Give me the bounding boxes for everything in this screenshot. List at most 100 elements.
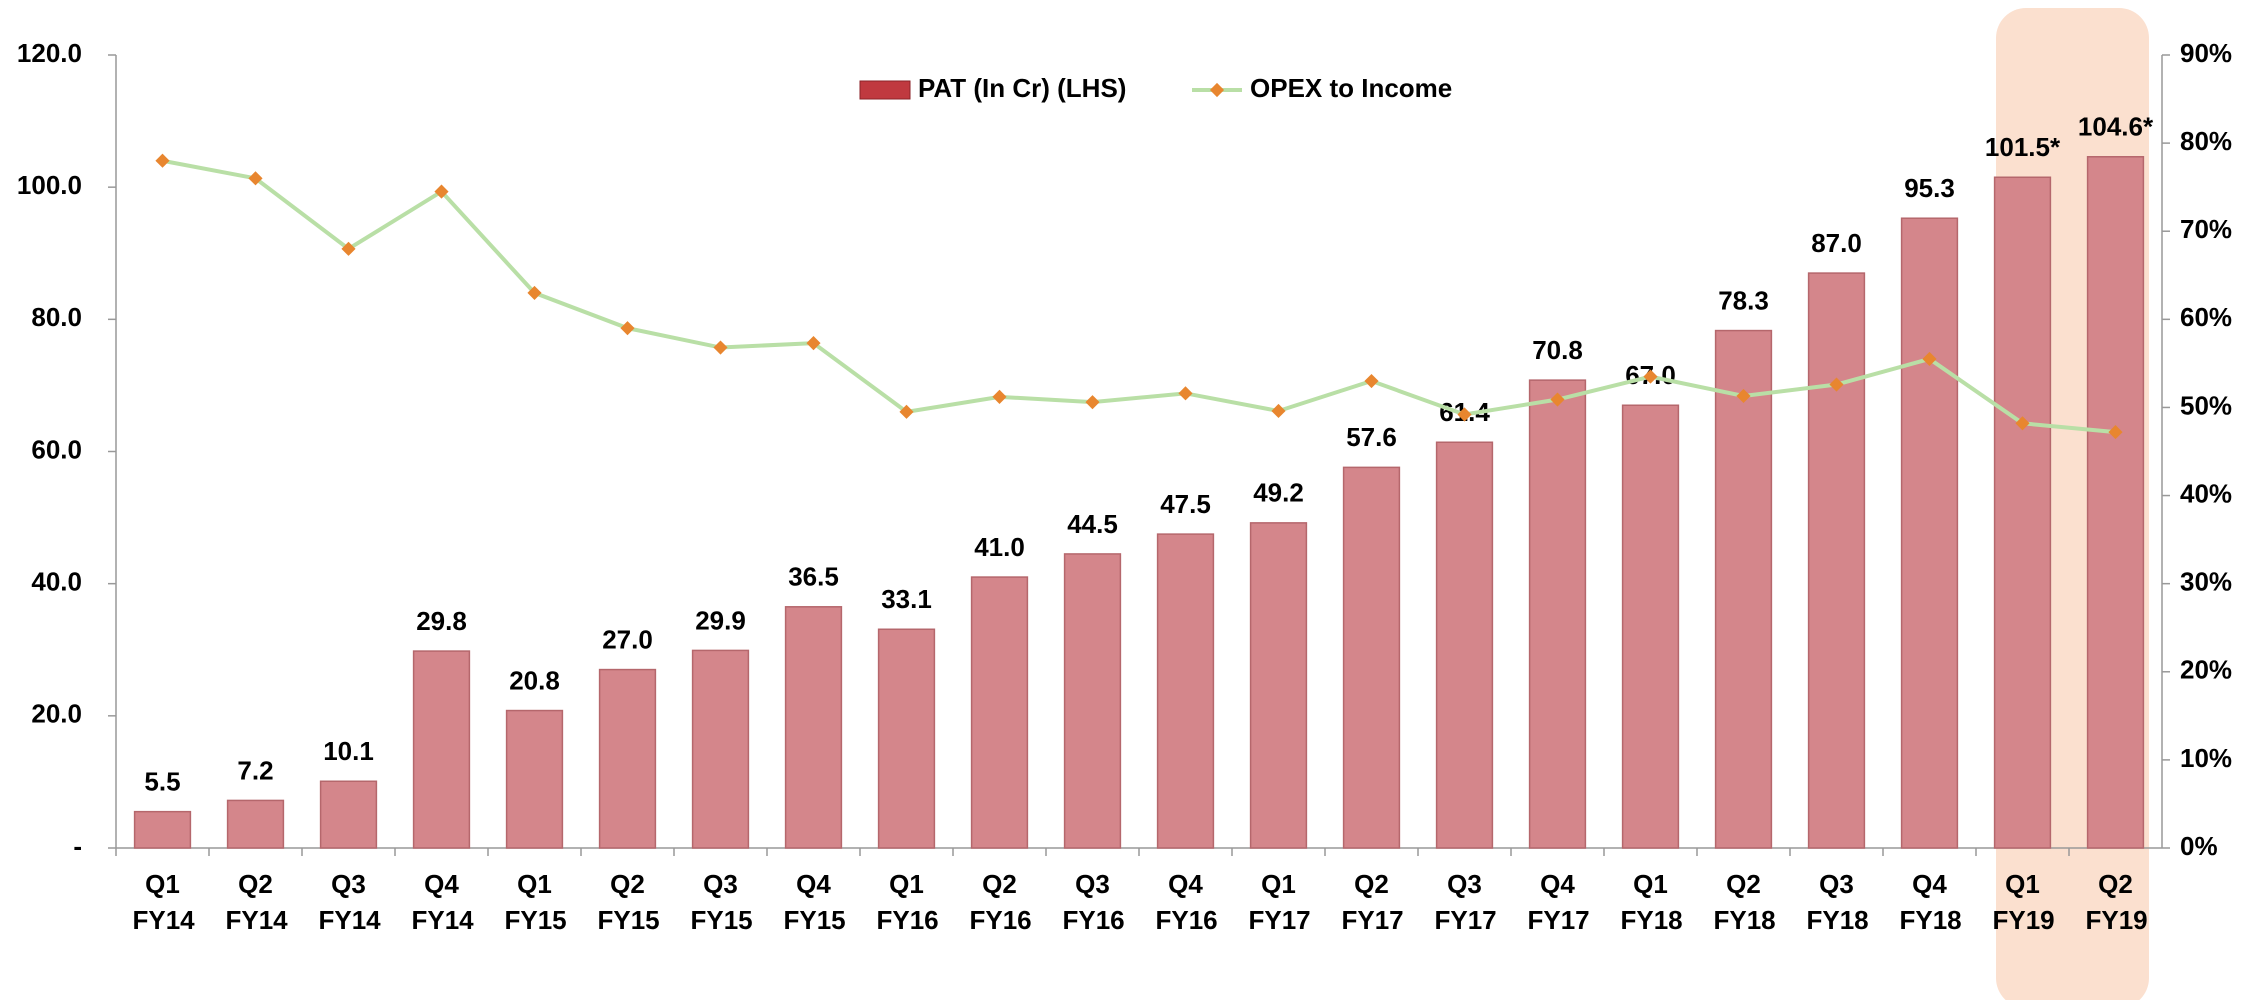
marker <box>899 404 914 419</box>
x-tick-label: Q3 FY14 <box>318 869 381 935</box>
data-label: 5.5 <box>144 767 180 797</box>
x-tick-label: Q3 FY18 <box>1806 869 1869 935</box>
bar <box>2086 156 2145 849</box>
y2-tick-label: 90% <box>2180 38 2232 68</box>
legend-marker <box>1209 82 1225 98</box>
bar <box>1807 272 1866 849</box>
x-tick-label: Q1 FY19 <box>1992 869 2055 935</box>
legend-swatch <box>859 80 911 100</box>
x-tick-label: Q2 FY17 <box>1341 869 1404 935</box>
bar <box>319 780 378 849</box>
bar <box>226 799 285 849</box>
data-label: 57.6 <box>1346 422 1397 452</box>
data-label: 104.6* <box>2078 112 2154 142</box>
marker <box>434 184 449 199</box>
bar <box>1435 441 1494 849</box>
bar <box>412 650 471 849</box>
data-label: 29.8 <box>416 606 467 636</box>
legend-label: PAT (In Cr) (LHS) <box>918 73 1126 103</box>
bar <box>784 606 843 849</box>
bar <box>133 810 192 849</box>
marker <box>1364 373 1379 389</box>
marker <box>1643 369 1658 384</box>
x-tick-label: Q1 FY14 <box>132 869 195 935</box>
marker <box>1829 377 1844 392</box>
marker <box>1085 395 1100 410</box>
y-tick-label: 40.0 <box>31 567 82 597</box>
marker <box>1271 403 1286 419</box>
data-label: 29.9 <box>695 605 746 635</box>
x-tick-label: Q3 FY15 <box>690 869 753 935</box>
y2-tick-label: 70% <box>2180 214 2232 244</box>
bar <box>1621 404 1680 849</box>
marker <box>713 340 728 355</box>
data-label: 49.2 <box>1253 478 1304 508</box>
bar <box>1249 522 1308 849</box>
bar <box>877 628 936 849</box>
y2-tick-label: 50% <box>2180 390 2232 420</box>
y2-tick-label: 0% <box>2180 831 2218 861</box>
x-tick-label: Q2 FY14 <box>225 869 288 935</box>
y2-tick-label: 30% <box>2180 567 2232 597</box>
bar <box>1714 329 1773 849</box>
marker <box>806 336 821 351</box>
bar <box>1342 466 1401 849</box>
x-tick-label: Q4 FY17 <box>1527 869 1590 935</box>
data-label: 7.2 <box>237 755 273 785</box>
x-tick-label: Q2 FY19 <box>2085 869 2148 935</box>
data-label: 10.1 <box>323 736 374 766</box>
marker <box>341 241 356 256</box>
x-tick-label: Q3 FY17 <box>1434 869 1497 935</box>
data-label: 44.5 <box>1067 509 1118 539</box>
data-label: 47.5 <box>1160 489 1211 519</box>
bar <box>505 709 564 849</box>
y2-tick-label: 20% <box>2180 655 2232 685</box>
y2-tick-label: 60% <box>2180 302 2232 332</box>
data-label: 27.0 <box>602 624 653 654</box>
bar <box>1063 553 1122 849</box>
data-label: 87.0 <box>1811 228 1862 258</box>
x-tick-label: Q1 FY15 <box>504 869 567 935</box>
y-tick-label: 80.0 <box>31 302 82 332</box>
marker <box>1922 351 1937 367</box>
x-tick-label: Q1 FY18 <box>1620 869 1683 935</box>
data-label: 95.3 <box>1904 173 1955 203</box>
marker <box>155 153 170 168</box>
x-tick-label: Q1 FY17 <box>1248 869 1311 935</box>
data-label: 101.5* <box>1985 132 2061 162</box>
x-tick-label: Q4 FY16 <box>1155 869 1218 935</box>
line <box>162 158 2116 435</box>
bar <box>1993 176 2052 849</box>
marker <box>1736 388 1751 404</box>
data-label: 20.8 <box>509 665 560 695</box>
y-tick-label: - <box>73 831 82 861</box>
y2-tick-label: 80% <box>2180 126 2232 156</box>
marker <box>1457 407 1472 422</box>
marker <box>2015 416 2030 431</box>
marker <box>248 171 263 186</box>
x-tick-label: Q4 FY14 <box>411 869 474 935</box>
bar <box>598 668 657 849</box>
marker <box>1550 392 1565 407</box>
x-tick-label: Q1 FY16 <box>876 869 939 935</box>
marker <box>992 389 1007 404</box>
data-label: 70.8 <box>1532 335 1583 365</box>
legend-label: OPEX to Income <box>1250 73 1452 103</box>
x-tick-label: Q3 FY16 <box>1062 869 1125 935</box>
bar <box>1528 379 1587 849</box>
x-tick-label: Q4 FY18 <box>1899 869 1962 935</box>
marker <box>1178 386 1193 401</box>
x-tick-label: Q2 FY18 <box>1713 869 1776 935</box>
x-tick-label: Q4 FY15 <box>783 869 846 935</box>
marker <box>527 285 542 300</box>
data-label: 33.1 <box>881 584 932 614</box>
marker <box>620 321 635 336</box>
bar <box>1156 533 1215 849</box>
y-tick-label: 60.0 <box>31 434 82 464</box>
data-label: 41.0 <box>974 532 1025 562</box>
y2-tick-label: 40% <box>2180 478 2232 508</box>
data-label: 78.3 <box>1718 285 1769 315</box>
y-tick-label: 100.0 <box>17 170 82 200</box>
